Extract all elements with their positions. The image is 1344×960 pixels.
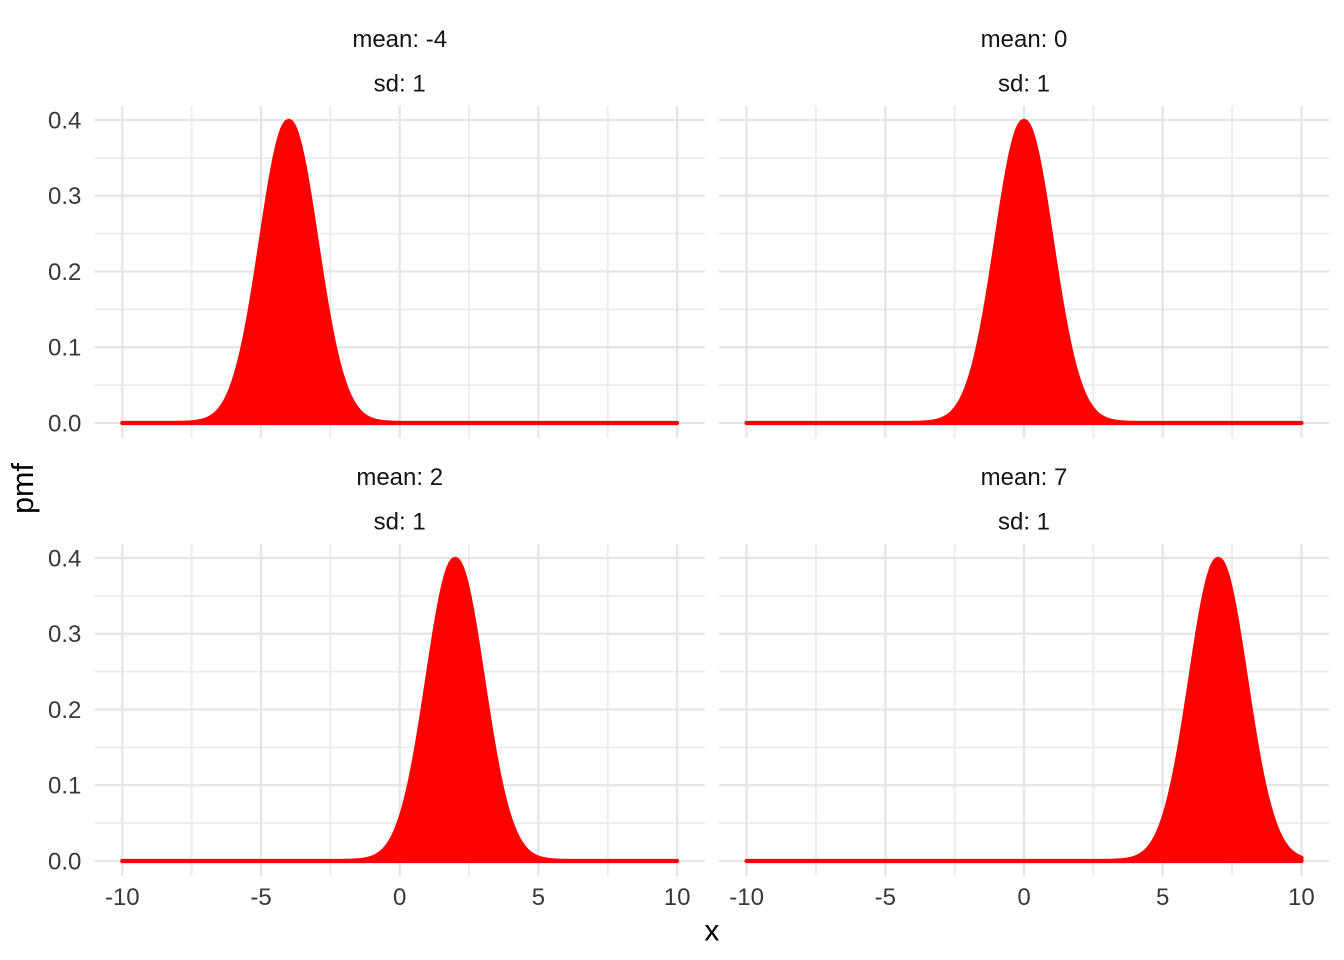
svg-text:-5: -5: [875, 884, 896, 911]
svg-text:10: 10: [1288, 884, 1315, 911]
svg-text:sd: 1: sd: 1: [374, 71, 426, 98]
svg-text:10: 10: [664, 884, 691, 911]
svg-text:0: 0: [1017, 884, 1030, 911]
svg-text:-10: -10: [729, 884, 764, 911]
svg-text:sd: 1: sd: 1: [998, 509, 1050, 536]
svg-text:0.3: 0.3: [48, 621, 81, 648]
svg-text:0.3: 0.3: [48, 183, 81, 210]
svg-text:0.4: 0.4: [48, 107, 81, 134]
svg-text:-10: -10: [105, 884, 140, 911]
svg-text:0.1: 0.1: [48, 773, 81, 800]
svg-text:0.4: 0.4: [48, 546, 81, 573]
svg-text:-5: -5: [250, 884, 271, 911]
svg-text:0.2: 0.2: [48, 259, 81, 286]
svg-text:0.1: 0.1: [48, 335, 81, 362]
svg-text:5: 5: [532, 884, 545, 911]
svg-text:mean: 7: mean: 7: [981, 464, 1068, 491]
svg-text:mean: -4: mean: -4: [352, 26, 447, 53]
svg-text:0: 0: [393, 884, 406, 911]
svg-text:0.0: 0.0: [48, 410, 81, 437]
svg-text:5: 5: [1156, 884, 1169, 911]
svg-text:0.2: 0.2: [48, 697, 81, 724]
svg-text:sd: 1: sd: 1: [998, 71, 1050, 98]
svg-text:mean: 2: mean: 2: [356, 464, 443, 491]
svg-text:pmf: pmf: [6, 463, 40, 514]
svg-text:mean: 0: mean: 0: [981, 26, 1068, 53]
svg-text:0.0: 0.0: [48, 849, 81, 876]
svg-text:x: x: [704, 915, 719, 948]
svg-text:sd: 1: sd: 1: [374, 509, 426, 536]
